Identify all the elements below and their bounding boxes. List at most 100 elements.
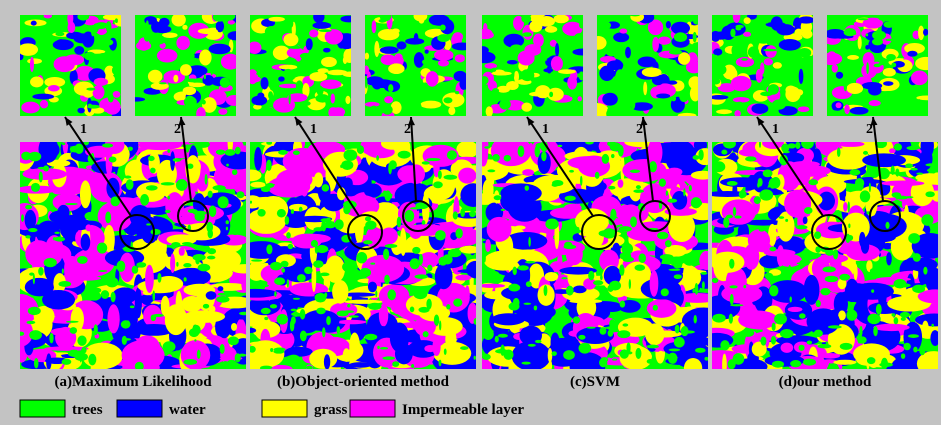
map-patch xyxy=(87,104,100,109)
map-patch xyxy=(457,234,462,238)
map-patch xyxy=(730,304,744,307)
classification-map xyxy=(827,15,928,116)
map-patch xyxy=(902,37,905,43)
map-patch xyxy=(43,165,50,172)
map-patch xyxy=(158,17,170,28)
map-patch xyxy=(609,352,614,359)
map-patch xyxy=(105,211,112,224)
map-patch xyxy=(167,149,171,153)
map-patch xyxy=(617,179,624,188)
map-patch xyxy=(777,211,795,242)
map-patch xyxy=(651,356,656,364)
map-patch xyxy=(152,107,166,116)
map-patch xyxy=(745,156,757,162)
map-patch xyxy=(152,290,156,302)
map-patch xyxy=(365,101,380,107)
map-patch xyxy=(531,111,535,116)
map-patch xyxy=(701,281,705,290)
map-patch xyxy=(442,92,465,108)
map-patch xyxy=(483,254,486,263)
map-patch xyxy=(250,41,262,54)
map-patch xyxy=(555,42,560,57)
map-patch xyxy=(215,149,226,155)
map-patch xyxy=(763,58,773,66)
map-patch xyxy=(365,98,370,103)
map-patch xyxy=(315,245,329,254)
map-patch xyxy=(185,144,190,153)
map-patch xyxy=(665,190,669,196)
map-patch xyxy=(418,306,430,313)
map-patch xyxy=(284,215,290,225)
map-patch xyxy=(683,357,703,369)
map-patch xyxy=(546,320,555,331)
map-patch xyxy=(343,149,358,161)
map-patch xyxy=(443,348,447,355)
map-patch xyxy=(24,209,37,230)
map-patch xyxy=(446,150,458,160)
map-patch xyxy=(356,145,365,154)
map-patch xyxy=(865,33,869,37)
map-patch xyxy=(412,246,421,254)
map-patch xyxy=(893,278,907,289)
map-patch xyxy=(250,345,256,353)
map-patch xyxy=(37,166,46,170)
map-patch xyxy=(741,94,749,97)
map-patch xyxy=(309,72,328,82)
map-patch xyxy=(925,163,938,167)
map-patch xyxy=(40,33,51,42)
map-patch xyxy=(916,95,928,101)
map-patch xyxy=(267,176,311,198)
map-patch xyxy=(873,323,910,332)
legend-label: grass xyxy=(314,402,347,418)
map-patch xyxy=(621,243,634,255)
map-patch xyxy=(820,287,831,296)
map-patch xyxy=(286,279,290,288)
zoom-circle xyxy=(869,200,901,232)
map-patch xyxy=(238,353,246,357)
zoom-circle xyxy=(402,200,434,232)
map-patch xyxy=(287,243,294,250)
map-patch xyxy=(664,68,668,75)
map-patch xyxy=(866,357,876,365)
map-patch xyxy=(135,97,146,102)
map-patch xyxy=(87,291,102,301)
map-patch xyxy=(904,42,925,54)
map-patch xyxy=(915,313,938,327)
map-patch xyxy=(567,75,578,90)
map-patch xyxy=(226,163,229,167)
map-patch xyxy=(586,326,596,329)
map-patch xyxy=(147,155,155,162)
map-patch xyxy=(384,190,392,202)
map-patch xyxy=(743,17,751,24)
map-patch xyxy=(622,323,629,327)
map-patch xyxy=(788,264,792,272)
map-patch xyxy=(885,221,890,229)
map-patch xyxy=(549,39,557,47)
map-patch xyxy=(769,246,777,252)
map-patch xyxy=(302,82,310,98)
map-patch xyxy=(564,195,576,201)
map-patch xyxy=(784,152,805,163)
map-patch xyxy=(878,16,886,21)
map-patch xyxy=(324,292,328,298)
map-patch xyxy=(185,78,199,83)
map-patch xyxy=(370,262,376,265)
map-patch xyxy=(667,352,678,364)
map-patch xyxy=(931,323,934,328)
map-patch xyxy=(611,358,618,361)
map-patch xyxy=(700,271,708,275)
map-patch xyxy=(268,91,274,100)
map-patch xyxy=(732,15,741,23)
map-patch xyxy=(315,94,330,103)
map-patch xyxy=(517,145,525,157)
map-patch xyxy=(628,279,632,290)
map-patch xyxy=(626,342,631,354)
map-patch xyxy=(227,20,235,25)
map-patch xyxy=(32,273,35,285)
map-patch xyxy=(80,233,91,251)
map-patch xyxy=(396,41,407,50)
map-patch xyxy=(251,259,263,262)
map-patch xyxy=(787,306,803,312)
map-patch xyxy=(837,278,847,290)
map-patch xyxy=(915,56,928,71)
